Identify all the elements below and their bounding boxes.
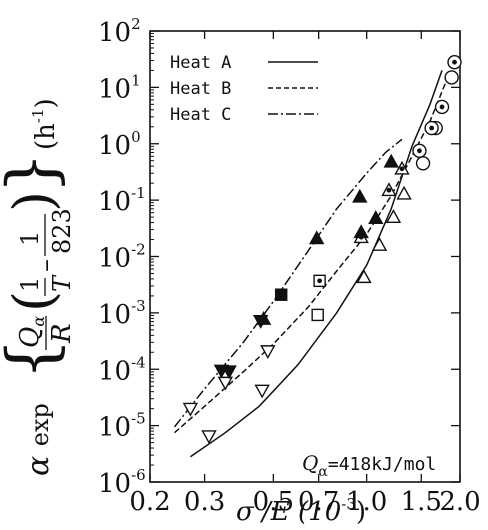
data-point [260,345,276,360]
y-axis-title: α exp { Qα R ( 1 T – 1 823 ) } (h-1) [0,98,77,476]
series-line-2 [174,72,451,434]
y-tick-label: 102 [98,15,141,48]
svg-text:823: 823 [48,208,76,254]
axes-ticks [149,30,461,483]
svg-text:1: 1 [16,231,44,246]
data-point [352,188,368,203]
x-tick-label: 0.3 [184,487,225,517]
y-tick-label: 101 [98,71,141,104]
x-tick-label: 0.5 [253,487,294,517]
data-point [274,288,288,301]
y-tick-label: 10-4 [98,353,146,386]
svg-text:Qα: Qα [15,316,48,348]
data-point [412,143,427,158]
data-point [255,311,272,325]
series-markers [182,54,462,445]
tick-labels: 0.2 0.3 0.5 0.7 1.0 1.52.0 10-6 10-5 10-4 10-3 10-… [98,15,481,517]
data-point [313,274,326,288]
legend-label-heat-b: Heat B [170,79,231,99]
x-tick-label: 1.0 [346,487,387,517]
series-curves [173,70,451,458]
data-point [353,224,369,239]
data-point [415,156,431,171]
x-tick-label: 1.5 [401,487,442,517]
y-tick-label: 100 [98,128,141,161]
data-point [444,70,459,85]
legend: Heat A Heat B Heat C [170,53,318,125]
x-tick-label: 0.2 [129,487,170,517]
data-point [424,120,439,136]
data-point [356,269,372,284]
series-line-3 [173,138,403,428]
legend-label-heat-c: Heat C [170,105,231,125]
svg-text:R: R [47,323,77,344]
svg-text:(: ( [2,291,65,312]
data-point [447,54,462,70]
svg-text:α exp: α exp [21,403,56,476]
y-tick-label: 10-5 [98,410,146,443]
series-line-1 [189,70,443,458]
data-point [254,384,270,399]
data-point [371,237,388,251]
y-tick-label: 10-1 [98,184,146,217]
data-point [383,153,399,168]
svg-text:): ) [2,191,65,212]
y-tick-label: 10-6 [98,466,146,499]
x-tick-label: 2.0 [439,487,480,517]
y-tick-label: 10-3 [98,297,146,330]
data-point [309,230,325,245]
data-point [182,402,199,417]
svg-text:(h-1): (h-1) [29,98,61,150]
y-tick-label: 10-2 [98,241,146,274]
data-point [434,99,450,115]
x-tick-label: 0.7 [298,487,339,517]
legend-label-heat-a: Heat A [170,53,231,73]
q-alpha-annotation: Qα=418kJ/mol [302,451,436,480]
data-point [221,365,237,380]
svg-text:–: – [31,259,61,272]
svg-text:T: T [48,274,76,292]
data-point [311,308,324,322]
data-point [217,376,234,391]
data-point [385,209,402,223]
data-point [381,182,397,197]
data-point [396,185,412,200]
svg-text:1: 1 [16,277,44,292]
data-point [368,210,384,224]
data-point [201,430,217,445]
x-axis-title: σ /E (10-3) [236,495,366,527]
data-point [394,160,410,175]
svg-text:}: } [0,152,70,194]
svg-text:{: { [0,338,70,380]
